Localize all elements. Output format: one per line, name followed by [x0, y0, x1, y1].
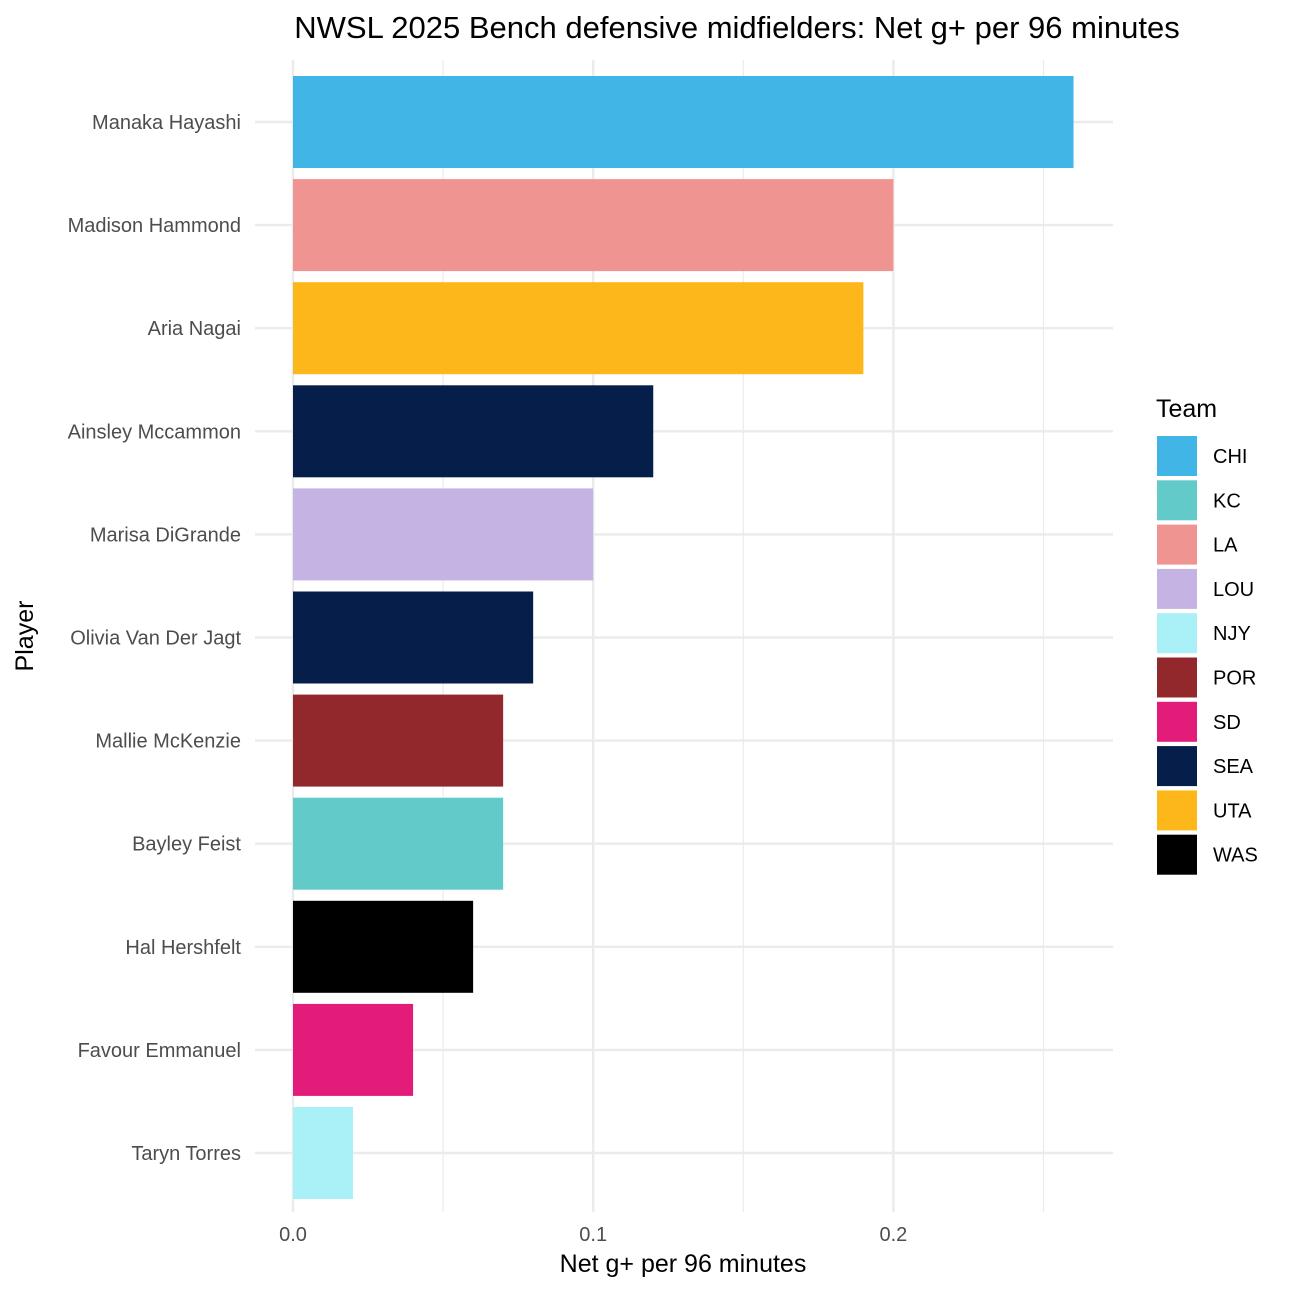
- bar-madison-hammond: [293, 179, 894, 272]
- y-tick-label: Aria Nagai: [148, 318, 241, 340]
- bars: [293, 76, 1074, 1199]
- legend-key-lou: [1157, 568, 1197, 609]
- y-tick-label: Madison Hammond: [68, 215, 241, 237]
- legend-title: Team: [1156, 395, 1217, 423]
- y-tick-labels: Manaka Hayashi Madison Hammond Aria Nagai A…: [68, 112, 242, 1165]
- y-tick-label: Favour Emmanuel: [78, 1040, 241, 1062]
- legend: Team CHI KC LA LOU NJY POR SD SEA UTA WAS: [1156, 395, 1258, 875]
- y-tick-label: Hal Hershfelt: [125, 937, 241, 959]
- y-tick-label: Olivia Van Der Jagt: [70, 628, 241, 650]
- x-tick-label: 0.1: [579, 1224, 607, 1246]
- legend-label: POR: [1213, 668, 1256, 690]
- bar-bayley-feist: [293, 797, 504, 890]
- legend-key-kc: [1157, 480, 1197, 521]
- legend-label: SD: [1213, 712, 1241, 734]
- y-tick-label: Marisa DiGrande: [90, 524, 241, 546]
- legend-label: SEA: [1213, 756, 1254, 778]
- legend-label: UTA: [1213, 800, 1252, 822]
- bar-hal-hershfelt: [293, 900, 474, 993]
- legend-label: LA: [1213, 535, 1238, 557]
- legend-label: WAS: [1213, 845, 1258, 867]
- legend-key-chi: [1157, 436, 1197, 476]
- x-axis-title: Net g+ per 96 minutes: [560, 1250, 807, 1278]
- y-axis-title: Player: [11, 601, 39, 672]
- bar-marisa-digrande: [293, 488, 594, 581]
- legend-label: LOU: [1213, 579, 1254, 601]
- y-tick-label: Taryn Torres: [131, 1143, 241, 1165]
- y-tick-label: Ainsley Mccammon: [68, 421, 241, 443]
- bar-aria-nagai: [293, 282, 864, 375]
- legend-key-la: [1157, 524, 1197, 565]
- y-tick-label: Bayley Feist: [132, 834, 241, 856]
- legend-key-was: [1157, 834, 1197, 875]
- legend-key-sea: [1157, 746, 1197, 787]
- bar-favour-emmanuel: [293, 1003, 414, 1096]
- legend-key-sd: [1157, 701, 1197, 742]
- bar-manaka-hayashi: [293, 76, 1074, 168]
- legend-label: KC: [1213, 490, 1241, 512]
- legend-key-njy: [1157, 613, 1197, 654]
- legend-key-por: [1157, 657, 1197, 698]
- x-tick-labels: 0.0 0.1 0.2: [279, 1224, 907, 1246]
- legend-label: NJY: [1213, 623, 1251, 645]
- y-tick-label: Mallie McKenzie: [95, 731, 241, 753]
- bar-taryn-torres: [293, 1107, 354, 1199]
- x-tick-label: 0.2: [879, 1224, 907, 1246]
- legend-key-uta: [1157, 790, 1197, 831]
- bar-mallie-mckenzie: [293, 694, 504, 787]
- x-tick-label: 0.0: [279, 1224, 307, 1246]
- chart-title: NWSL 2025 Bench defensive midfielders: N…: [294, 10, 1179, 45]
- y-tick-label: Manaka Hayashi: [92, 112, 241, 134]
- legend-label: CHI: [1213, 446, 1247, 468]
- bar-olivia-van-der-jagt: [293, 591, 534, 684]
- bar-ainsley-mccammon: [293, 385, 654, 478]
